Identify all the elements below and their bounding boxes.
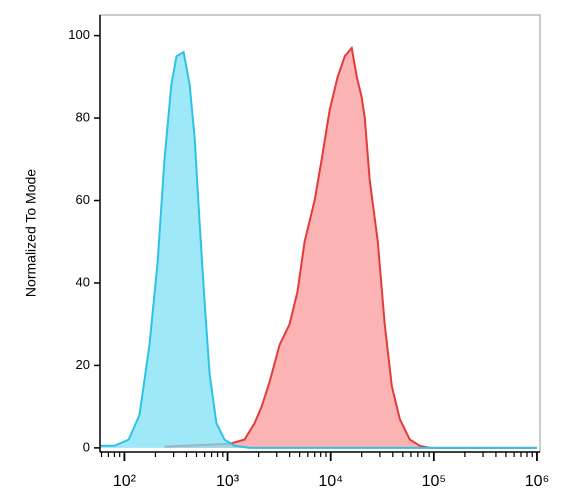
y-tick-label: 100 <box>68 27 90 42</box>
y-tick-label: 80 <box>76 110 90 125</box>
x-tick-label: 10⁴ <box>318 473 343 490</box>
y-tick-label: 0 <box>83 439 90 454</box>
area-line <box>164 45 537 449</box>
x-tick-label: 10⁵ <box>422 473 446 490</box>
y-tick-label: 60 <box>76 192 90 207</box>
x-tick-label: 10⁶ <box>525 473 549 490</box>
area-line <box>100 50 537 449</box>
area-fill <box>164 48 537 448</box>
y-tick-label: 20 <box>76 357 90 372</box>
x-tick-label: 10² <box>113 473 137 490</box>
area-fill <box>100 52 537 448</box>
x-tick-label: 10³ <box>216 473 240 490</box>
y-axis-label: Normalized To Mode <box>23 169 39 297</box>
y-tick-label: 40 <box>76 274 90 289</box>
